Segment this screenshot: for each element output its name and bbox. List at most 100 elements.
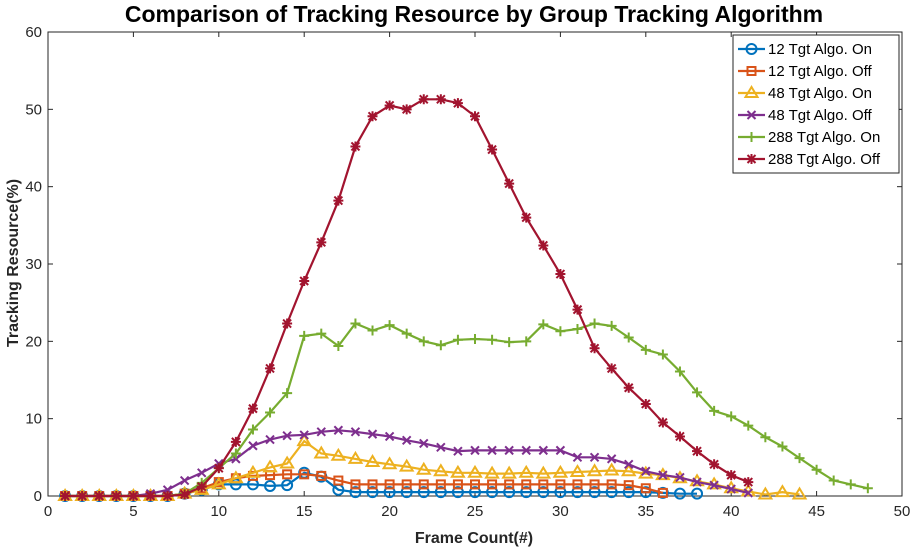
data-point	[589, 479, 600, 490]
data-point	[484, 465, 500, 479]
legend-label: 48 Tgt Algo. On	[768, 85, 872, 102]
data-point	[435, 94, 446, 105]
x-tick-label: 30	[552, 503, 569, 520]
data-point	[316, 237, 327, 248]
data-point	[350, 318, 361, 329]
data-point	[299, 330, 310, 341]
data-point	[589, 318, 600, 329]
data-point	[179, 475, 190, 486]
data-point	[571, 486, 584, 499]
data-point	[538, 445, 549, 456]
legend-entry: 48 Tgt Algo. On	[738, 85, 872, 102]
data-point	[247, 403, 258, 414]
data-point	[521, 336, 532, 347]
data-point	[535, 465, 552, 479]
data-point	[111, 491, 122, 501]
x-tick-label: 10	[210, 503, 227, 520]
legend-label: 48 Tgt Algo. Off	[768, 107, 873, 124]
data-point	[384, 479, 395, 490]
data-point	[179, 489, 190, 500]
data-point	[330, 447, 347, 461]
data-point	[282, 469, 293, 480]
data-point	[367, 429, 378, 439]
data-point	[313, 445, 330, 459]
data-point	[384, 431, 395, 442]
data-point	[296, 433, 312, 447]
data-point	[282, 318, 293, 329]
data-point	[555, 326, 566, 337]
data-point	[760, 432, 771, 443]
legend-entry: 12 Tgt Algo. On	[738, 41, 872, 58]
data-point	[436, 442, 446, 452]
data-point	[554, 486, 567, 499]
data-point	[605, 486, 618, 499]
data-point	[746, 132, 757, 142]
data-point	[675, 472, 685, 483]
data-point	[265, 407, 276, 418]
data-point	[586, 463, 603, 477]
data-point	[745, 43, 758, 55]
data-point	[674, 366, 685, 377]
data-point	[538, 319, 549, 330]
data-point	[674, 431, 685, 442]
data-point	[419, 438, 429, 449]
data-point	[470, 445, 480, 456]
legend-entry: 12 Tgt Algo. Off	[738, 63, 873, 80]
data-point	[333, 475, 344, 486]
x-tick-label: 45	[808, 503, 825, 520]
data-point	[504, 479, 515, 490]
data-point	[726, 470, 737, 481]
data-point	[197, 468, 207, 478]
y-tick-label: 30	[25, 256, 42, 273]
data-point	[265, 434, 275, 445]
data-point	[347, 450, 364, 464]
data-point	[384, 320, 395, 331]
data-point	[622, 486, 635, 499]
data-point	[692, 477, 702, 487]
data-point	[333, 425, 344, 435]
data-point	[398, 458, 415, 472]
x-tick-label: 20	[381, 503, 398, 520]
data-point	[538, 240, 549, 251]
data-point	[418, 94, 429, 105]
data-point	[743, 85, 760, 98]
series-6	[60, 94, 754, 501]
data-point	[470, 479, 480, 490]
data-point	[487, 479, 498, 490]
data-point	[572, 479, 583, 490]
data-point	[537, 486, 550, 499]
data-point	[452, 334, 463, 345]
data-point	[743, 477, 754, 488]
data-point	[538, 479, 549, 490]
data-point	[213, 463, 224, 474]
data-point	[623, 332, 634, 343]
data-point	[624, 459, 634, 470]
data-point	[299, 276, 310, 287]
data-point	[350, 141, 361, 152]
chart-title: Comparison of Tracking Resource by Group…	[125, 1, 823, 27]
data-point	[620, 463, 637, 477]
data-point	[418, 336, 429, 347]
data-point	[435, 340, 446, 351]
data-point	[418, 479, 429, 490]
data-point	[521, 445, 531, 456]
data-point	[245, 464, 261, 478]
data-point	[383, 486, 396, 499]
data-point	[367, 325, 378, 336]
data-point	[518, 464, 535, 478]
data-point	[692, 446, 703, 457]
data-point	[282, 388, 293, 399]
data-point	[640, 398, 651, 409]
data-point	[572, 304, 583, 315]
data-point	[211, 476, 227, 490]
data-point	[657, 487, 668, 498]
data-point	[811, 464, 822, 475]
data-point	[452, 479, 463, 490]
data-point	[603, 462, 620, 476]
data-point	[469, 486, 481, 499]
data-point	[230, 448, 241, 459]
data-point	[316, 427, 326, 437]
x-tick-label: 15	[296, 503, 313, 520]
data-point	[415, 461, 432, 475]
